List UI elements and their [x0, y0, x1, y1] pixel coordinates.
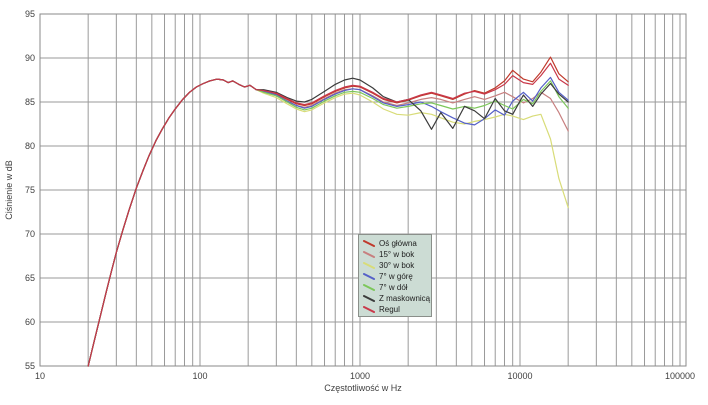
x-tick-label: 10000 — [507, 371, 532, 381]
legend-label: Z maskownicą — [379, 293, 431, 303]
series-line-6 — [87, 62, 569, 367]
gridlines — [40, 13, 686, 367]
y-tick-label: 55 — [25, 361, 35, 371]
x-axis-title: Częstotliwość w Hz — [324, 383, 402, 393]
legend-label: Oś główna — [379, 238, 417, 248]
legend-label: 7° w dół — [379, 282, 408, 292]
y-tick-label: 70 — [25, 229, 35, 239]
y-tick-label: 90 — [25, 53, 35, 63]
legend-swatch-icon — [363, 272, 375, 280]
y-tick-label: 65 — [25, 273, 35, 283]
y-axis-title: Ciśnienie w dB — [4, 160, 14, 220]
legend-item-4: 7° w dół — [363, 282, 427, 292]
legend-item-6: Regul — [363, 304, 427, 314]
y-axis-tick-labels: 55 60 65 70 75 80 85 90 95 — [25, 9, 35, 371]
legend-swatch-icon — [363, 239, 375, 247]
legend-item-2: 30° w bok — [363, 260, 427, 270]
y-tick-label: 80 — [25, 141, 35, 151]
legend-swatch-icon — [363, 261, 375, 269]
plot-border — [39, 13, 687, 367]
x-tick-label: 100 — [192, 371, 207, 381]
legend-swatch-icon — [363, 294, 375, 302]
legend: Oś główna 15° w bok 30° w bok 7° w górę 7° w… — [358, 234, 432, 317]
x-tick-label: 1000 — [350, 371, 370, 381]
x-tick-label: 100000 — [665, 371, 695, 381]
legend-label: 15° w bok — [379, 249, 415, 259]
legend-swatch-icon — [363, 305, 375, 313]
legend-item-5: Z maskownicą — [363, 293, 431, 303]
legend-label: 30° w bok — [379, 260, 415, 270]
legend-label: 7° w górę — [379, 271, 413, 281]
curves — [87, 56, 569, 367]
legend-label: Regul — [379, 304, 400, 314]
y-tick-label: 95 — [25, 9, 35, 19]
legend-item-0: Oś główna — [363, 238, 427, 248]
legend-item-1: 15° w bok — [363, 249, 427, 259]
x-tick-label: 10 — [35, 371, 45, 381]
x-axis-tick-labels: 10 100 1000 10000 100000 — [35, 371, 695, 381]
legend-swatch-icon — [363, 250, 375, 258]
y-tick-label: 85 — [25, 97, 35, 107]
legend-item-3: 7° w górę — [363, 271, 427, 281]
y-tick-label: 60 — [25, 317, 35, 327]
y-tick-label: 75 — [25, 185, 35, 195]
legend-swatch-icon — [363, 283, 375, 291]
